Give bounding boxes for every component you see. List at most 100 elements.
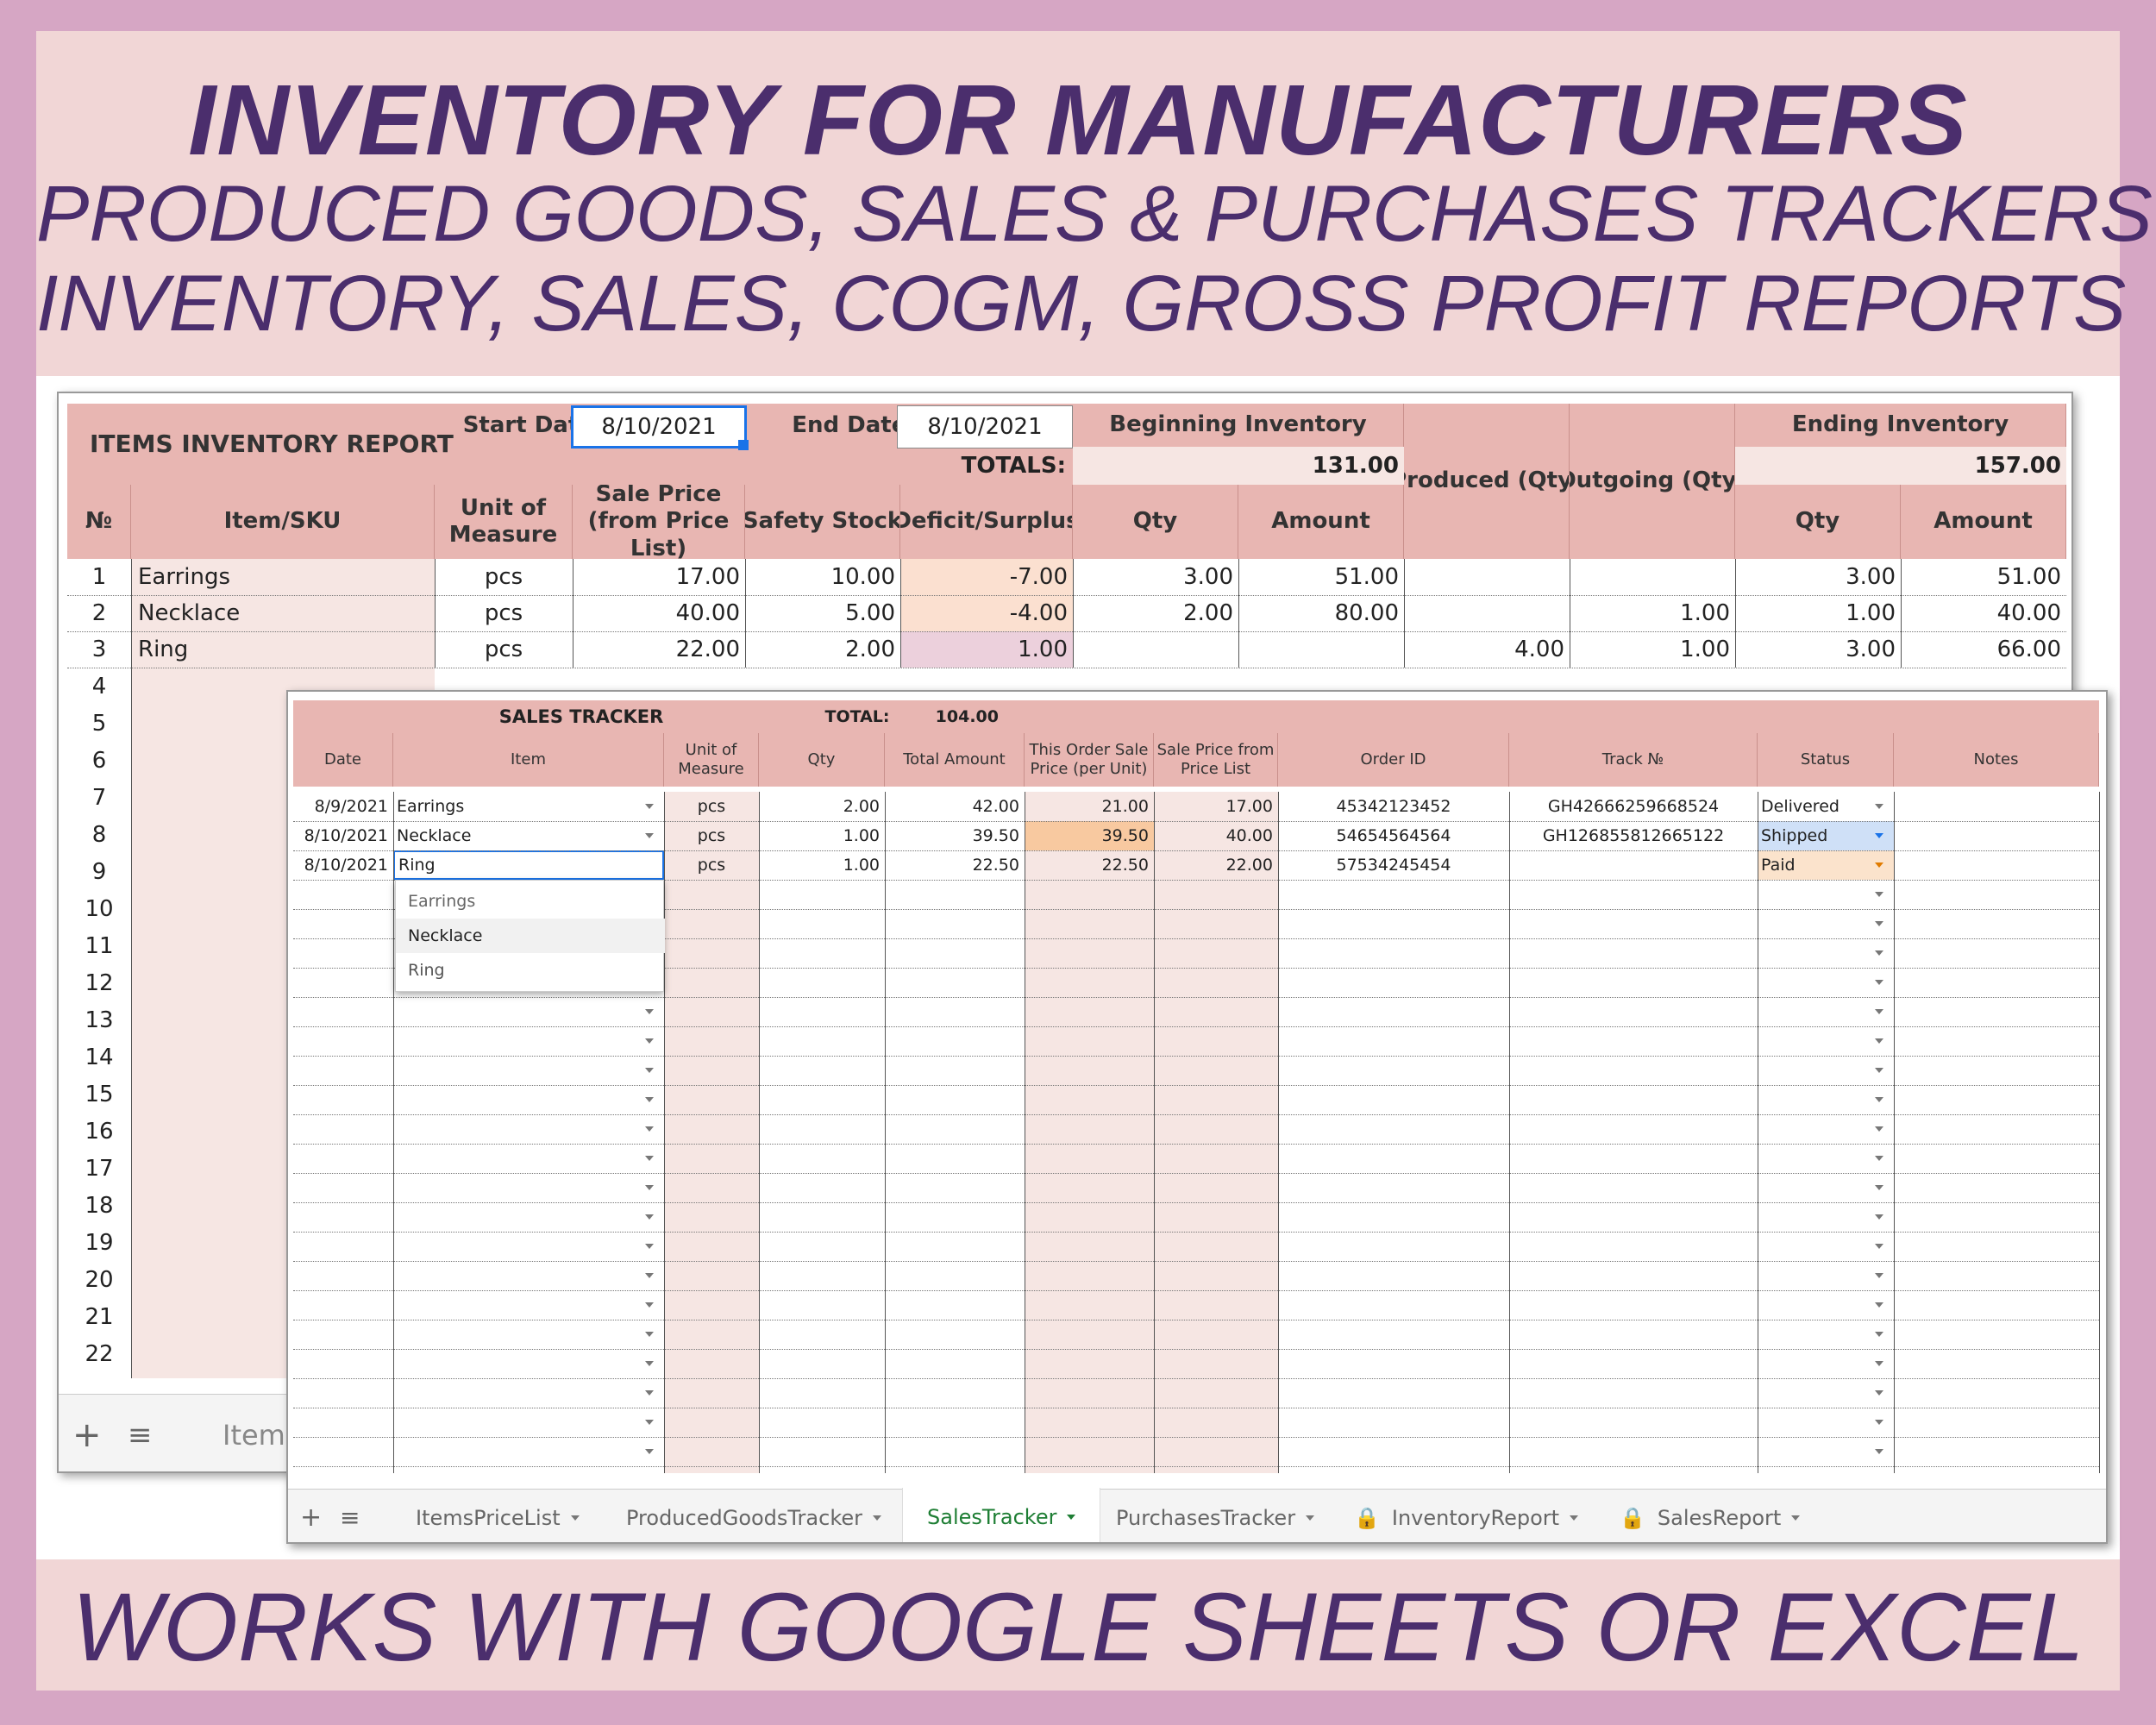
order-id-cell[interactable]: 54654564564 (1336, 826, 1451, 845)
surplus-cell[interactable]: 1.00 (900, 631, 1073, 668)
safety-cell[interactable]: 10.00 (830, 564, 895, 590)
unit-cell[interactable]: pcs (484, 637, 523, 662)
order-id-cell[interactable]: 57534245454 (1336, 856, 1451, 875)
sheets-list-icon[interactable]: ≡ (128, 1417, 153, 1452)
dropdown-arrow-icon[interactable] (645, 1126, 654, 1132)
dropdown-arrow-icon[interactable] (1875, 1302, 1883, 1308)
date-cell[interactable]: 8/10/2021 (304, 826, 388, 845)
plus-icon[interactable]: + (300, 1502, 323, 1533)
dropdown-arrow-icon[interactable] (1875, 1244, 1883, 1249)
safety-cell[interactable]: 5.00 (845, 600, 895, 626)
dropdown-arrow-icon[interactable] (645, 1273, 654, 1278)
deficit-cell[interactable]: -7.00 (900, 559, 1073, 595)
dropdown-arrow-icon[interactable] (1875, 862, 1883, 868)
sheet-tab-purchasestracker[interactable]: PurchasesTracker (1116, 1490, 1315, 1542)
dropdown-arrow-icon[interactable] (645, 1156, 654, 1161)
begin-qty-cell[interactable]: 2.00 (1183, 600, 1233, 626)
track-cell[interactable]: GH42666259668524 (1547, 797, 1720, 816)
dropdown-arrow-icon[interactable] (645, 1009, 654, 1014)
end-qty-cell[interactable]: 3.00 (1846, 637, 1896, 662)
begin-qty-cell[interactable]: 3.00 (1183, 564, 1233, 590)
dropdown-arrow-icon[interactable] (645, 1185, 654, 1190)
dropdown-arrow-icon[interactable] (1875, 892, 1883, 897)
dropdown-arrow-icon[interactable] (1875, 1185, 1883, 1190)
track-cell[interactable] (1509, 850, 1758, 880)
begin-qty-cell[interactable] (1073, 631, 1238, 668)
dropdown-arrow-icon[interactable] (1875, 1273, 1883, 1278)
dropdown-arrow-icon[interactable] (645, 1302, 654, 1308)
dropdown-option[interactable]: Earrings (408, 892, 476, 911)
price-cell[interactable]: 17.00 (675, 564, 740, 590)
order-id-cell[interactable]: 45342123452 (1336, 797, 1451, 816)
dropdown-arrow-icon[interactable] (1875, 804, 1883, 809)
dropdown-arrow-icon[interactable] (645, 1332, 654, 1337)
dropdown-arrow-icon[interactable] (1875, 1390, 1883, 1396)
dropdown-arrow-icon[interactable] (1875, 1126, 1883, 1132)
price-cell[interactable]: 40.00 (675, 600, 740, 626)
total-cell[interactable]: 42.00 (972, 797, 1019, 816)
qty-cell[interactable]: 1.00 (843, 826, 880, 845)
item-cell[interactable]: Necklace (397, 826, 472, 845)
end-amount-cell[interactable]: 66.00 (1996, 637, 2061, 662)
status-cell[interactable]: Paid (1758, 850, 1894, 880)
dropdown-arrow-icon[interactable] (645, 1068, 654, 1073)
sheet-tab-producedgoodstracker[interactable]: ProducedGoodsTracker (626, 1490, 881, 1542)
date-cell[interactable]: 8/10/2021 (304, 856, 388, 875)
end-amount-cell[interactable]: 51.00 (1996, 564, 2061, 590)
safety-cell[interactable]: 2.00 (845, 637, 895, 662)
outgoing-cell[interactable] (1570, 559, 1735, 595)
total-cell[interactable]: 22.50 (972, 856, 1019, 875)
dropdown-arrow-icon[interactable] (1875, 1097, 1883, 1102)
unit-cell[interactable]: pcs (484, 564, 523, 590)
dropdown-arrow-icon[interactable] (645, 1420, 654, 1425)
end-qty-cell[interactable]: 1.00 (1846, 600, 1896, 626)
item-cell[interactable]: Earrings (397, 797, 465, 816)
item-cell[interactable]: Earrings (138, 564, 231, 590)
begin-amount-cell[interactable]: 51.00 (1334, 564, 1399, 590)
price-cell[interactable]: 22.00 (675, 637, 740, 662)
date-cell[interactable]: 8/9/2021 (314, 797, 388, 816)
start-date-input[interactable]: 8/10/2021 (571, 405, 747, 448)
outgoing-cell[interactable]: 1.00 (1680, 600, 1730, 626)
item-cell[interactable]: Necklace (138, 600, 241, 626)
dropdown-arrow-icon[interactable] (1875, 1449, 1883, 1454)
dropdown-arrow-icon[interactable] (1875, 1361, 1883, 1366)
dropdown-arrow-icon[interactable] (1875, 980, 1883, 985)
dropdown-option-highlighted[interactable]: Necklace (396, 919, 665, 953)
status-cell[interactable]: Delivered (1761, 797, 1839, 816)
produced-cell[interactable] (1404, 559, 1570, 595)
sheet-tab-salesreport[interactable]: 🔒 SalesReport (1620, 1490, 1801, 1542)
dropdown-arrow-icon[interactable] (1875, 1009, 1883, 1014)
dropdown-arrow-icon[interactable] (645, 1097, 654, 1102)
dropdown-arrow-icon[interactable] (645, 1038, 654, 1044)
dropdown-arrow-icon[interactable] (645, 1390, 654, 1396)
begin-amount-cell[interactable] (1238, 631, 1404, 668)
dropdown-arrow-icon[interactable] (1875, 1038, 1883, 1044)
dropdown-arrow-icon[interactable] (1875, 921, 1883, 926)
sheet-tab-salestracker-active[interactable]: SalesTracker (902, 1488, 1101, 1542)
outgoing-cell[interactable]: 1.00 (1680, 637, 1730, 662)
dropdown-arrow-icon[interactable] (645, 1214, 654, 1220)
dropdown-arrow-icon[interactable] (1875, 1068, 1883, 1073)
dropdown-arrow-icon[interactable] (1875, 950, 1883, 956)
sheets-list-icon[interactable]: ≡ (340, 1503, 360, 1532)
deficit-cell[interactable]: -4.00 (900, 595, 1073, 631)
track-cell[interactable]: GH126855812665122 (1542, 826, 1725, 845)
dropdown-arrow-icon[interactable] (1875, 1214, 1883, 1220)
dropdown-arrow-icon[interactable] (645, 1244, 654, 1249)
status-cell[interactable]: Shipped (1758, 821, 1894, 850)
dropdown-arrow-icon[interactable] (645, 804, 654, 809)
produced-cell[interactable] (1404, 595, 1570, 631)
total-cell[interactable]: 39.50 (972, 826, 1019, 845)
unit-cell[interactable]: pcs (484, 600, 523, 626)
dropdown-arrow-icon[interactable] (645, 833, 654, 838)
end-qty-cell[interactable]: 3.00 (1846, 564, 1896, 590)
begin-amount-cell[interactable]: 80.00 (1334, 600, 1399, 626)
dropdown-arrow-icon[interactable] (645, 1361, 654, 1366)
sheet-tab-inventoryreport[interactable]: 🔒 InventoryReport (1354, 1490, 1579, 1542)
dropdown-arrow-icon[interactable] (645, 1449, 654, 1454)
fill-handle[interactable] (738, 440, 749, 450)
item-cell-editing[interactable]: Ring (393, 850, 664, 880)
dropdown-option[interactable]: Ring (408, 961, 445, 980)
dropdown-arrow-icon[interactable] (1875, 1156, 1883, 1161)
